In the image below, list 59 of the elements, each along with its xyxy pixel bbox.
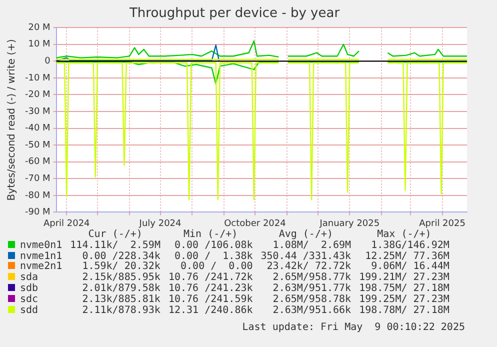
legend-label: sdd [19, 304, 40, 316]
text: 198.78M/ 27.18M [358, 304, 450, 316]
y-tick-label: 20 M [28, 22, 50, 33]
text: Cur (-/+) [87, 229, 144, 240]
x-tick-label: October 2024 [224, 218, 286, 229]
text: 10.76 /241.23k [167, 282, 254, 294]
text: 2.65M/958.78k [272, 294, 352, 305]
text: 2.13k/885.81k [81, 294, 162, 305]
y-tick-label: -40 M [25, 124, 50, 134]
text: 0.00 / 0.00 [180, 261, 254, 272]
text: 0.00 /106.08k [173, 240, 254, 251]
y-tick-label: -20 M [25, 90, 50, 100]
text: 2.15k/885.95k [81, 272, 162, 284]
legend-label: nvme2n1 [19, 261, 64, 272]
text: 1.59k/ 20.32k [81, 261, 162, 272]
text: Max (-/+) [376, 229, 432, 240]
text: 2.01k/879.58k [81, 282, 162, 294]
legend-label: nvme1n1 [19, 250, 64, 262]
text: 2.65M/958.77k [272, 272, 352, 284]
text: 114.11k/ 2.59M [69, 240, 162, 251]
y-tick-label: -60 M [25, 157, 50, 168]
chart-title: Throughput per device - by year [128, 6, 340, 22]
x-tick-label: January 2025 [318, 218, 380, 229]
legend-label: sdb [19, 282, 40, 294]
y-tick-label: -80 M [25, 190, 50, 201]
text: 2.11k/878.93k [81, 304, 162, 316]
text: 12.31 /240.86k [167, 304, 254, 316]
text: 2.63M/951.66k [272, 304, 352, 316]
text: 10.76 /241.72k [167, 272, 254, 284]
legend-label: nvme0n1 [19, 240, 64, 252]
text: 23.42k/ 72.72k [266, 261, 352, 272]
text: 350.44 /331.43k [260, 250, 352, 262]
text: 0.00 /228.34k [81, 250, 162, 262]
x-tick-label: April 2024 [43, 218, 90, 229]
y-axis-title: Bytes/second read (-) / write (+) [6, 39, 18, 201]
text: 199.21M/ 27.23M [358, 272, 450, 284]
y-tick-label: -10 M [25, 73, 50, 84]
y-tick-label: -90 M [25, 208, 50, 218]
text: 12.25M/ 77.36M [364, 250, 450, 262]
text: 1.08M/ 2.69M [272, 240, 352, 251]
text: Min (-/+) [182, 229, 239, 240]
y-tick-label: 10 M [28, 40, 50, 50]
text: 10.76 /241.59k [167, 294, 254, 305]
text: 9.06M/ 16.44M [370, 261, 450, 272]
text: 2.63M/951.77k [272, 282, 352, 294]
legend-label: sda [19, 272, 40, 284]
text: Last update: Fri May 9 00:10:22 2025 [242, 322, 465, 333]
x-tick-label: July 2024 [138, 218, 182, 229]
x-tick-label: April 2025 [419, 218, 466, 229]
text: Avg (-/+) [278, 229, 334, 240]
text: 0.00 / 1.38k [173, 250, 254, 262]
legend-label: sdc [19, 294, 40, 305]
y-tick-label: -70 M [25, 174, 50, 184]
text: 199.25M/ 27.23M [358, 294, 450, 306]
text: 1.38G/146.92M [370, 240, 450, 252]
text: 198.75M/ 27.18M [358, 282, 450, 294]
y-tick-label: -50 M [25, 140, 50, 150]
y-tick-label: -30 M [25, 106, 50, 117]
y-tick-label: 0 [44, 56, 51, 67]
